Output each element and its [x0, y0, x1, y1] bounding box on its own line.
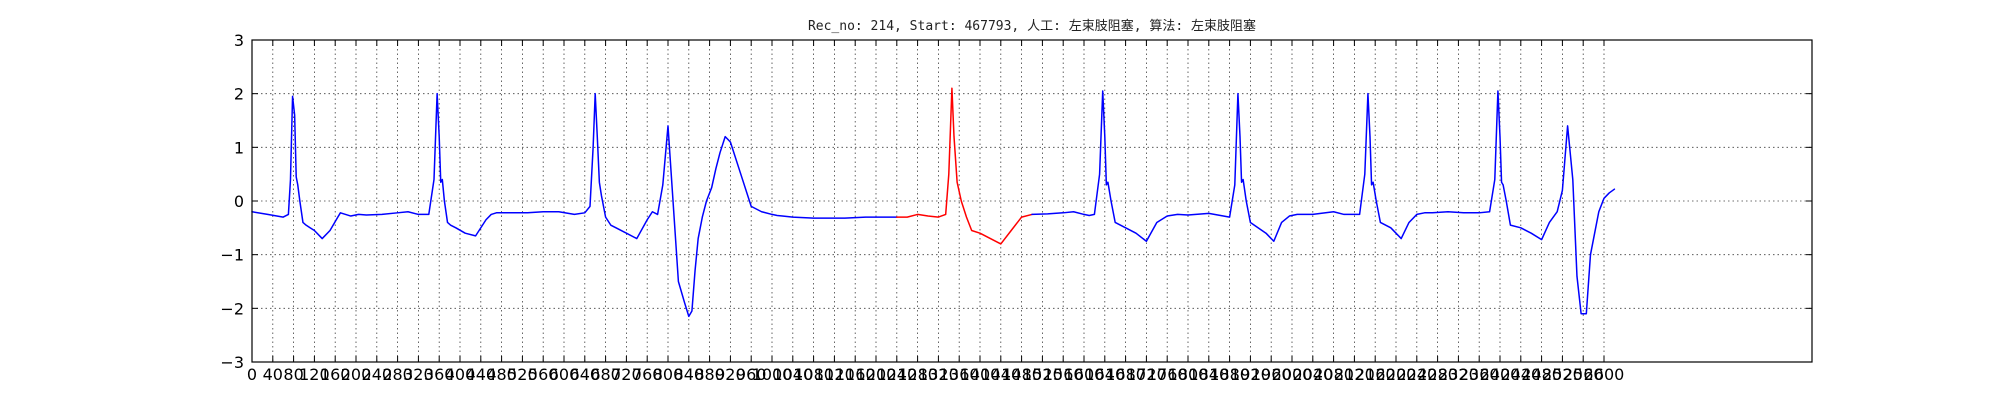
x-tick-label: 1320	[918, 365, 959, 384]
y-tick-label: 0	[234, 192, 244, 211]
x-tick-label: 2360	[1459, 365, 1500, 384]
x-tick-label: 880	[694, 365, 725, 384]
x-tick-label: 2400	[1480, 365, 1521, 384]
x-tick-label: 1880	[1209, 365, 1250, 384]
x-tick-label: 720	[611, 365, 642, 384]
x-tick-label: 2080	[1313, 365, 1354, 384]
x-tick-label: 800	[653, 365, 684, 384]
x-tick-label: 1080	[793, 365, 834, 384]
x-tick-label: 2240	[1396, 365, 1437, 384]
grid-layer	[252, 40, 1812, 362]
x-tick-label: 1920	[1230, 365, 1271, 384]
x-tick-label: 0	[247, 365, 257, 384]
x-tick-label: 960	[736, 365, 767, 384]
x-tick-label: 160	[320, 365, 351, 384]
x-tick-label: 1520	[1022, 365, 1063, 384]
x-tick-label: 1680	[1105, 365, 1146, 384]
x-tick-label: 1360	[939, 365, 980, 384]
x-tick-label: 1040	[772, 365, 813, 384]
x-tick-label: 760	[632, 365, 663, 384]
ecg-series-line-2	[896, 87, 1033, 245]
x-tick-label: 2200	[1376, 365, 1417, 384]
x-tick-label: 2520	[1542, 365, 1583, 384]
x-tick-label: 1480	[1001, 365, 1042, 384]
x-tick-label: 1840	[1188, 365, 1229, 384]
x-tick-label: 1200	[856, 365, 897, 384]
x-tick-label: 640	[570, 365, 601, 384]
x-tick-label: 680	[590, 365, 621, 384]
x-tick-label: 2000	[1272, 365, 1313, 384]
y-tick-label: −2	[220, 299, 244, 318]
x-tick-label: 1560	[1043, 365, 1084, 384]
x-tick-label: 1760	[1147, 365, 1188, 384]
x-tick-label: 2440	[1500, 365, 1541, 384]
x-tick-label: 2040	[1292, 365, 1333, 384]
x-tick-label: 520	[507, 365, 538, 384]
x-tick-label: 1160	[835, 365, 876, 384]
x-tick-label: 2600	[1584, 365, 1625, 384]
y-tick-label: −1	[220, 246, 244, 265]
x-tick-label: 80	[283, 365, 303, 384]
x-tick-label: 480	[486, 365, 517, 384]
x-tick-label: 400	[445, 365, 476, 384]
x-tick-label: 2120	[1334, 365, 1375, 384]
x-tick-label: 2320	[1438, 365, 1479, 384]
x-tick-label: 840	[674, 365, 705, 384]
x-tick-label: 1640	[1084, 365, 1125, 384]
x-tick-label: 560	[528, 365, 559, 384]
y-tick-label: 2	[234, 85, 244, 104]
x-tick-label: 2280	[1417, 365, 1458, 384]
x-tick-label: 440	[466, 365, 497, 384]
ecg-series-line-1	[251, 92, 898, 318]
x-tick-label: 120	[299, 365, 330, 384]
x-tick-label: 1000	[752, 365, 793, 384]
x-tick-label: 280	[382, 365, 413, 384]
x-tick-label: 1120	[814, 365, 855, 384]
y-tick-label: 3	[234, 31, 244, 50]
x-tick-label: 1720	[1126, 365, 1167, 384]
x-tick-label: 200	[341, 365, 372, 384]
x-tick-label: 360	[424, 365, 455, 384]
series-layer	[251, 87, 1616, 318]
y-tick-label: 1	[234, 138, 244, 157]
ecg-series-line-3	[1031, 90, 1616, 315]
x-tick-label: 2480	[1521, 365, 1562, 384]
x-tick-label: 1600	[1064, 365, 1105, 384]
x-tick-label: 1440	[980, 365, 1021, 384]
x-tick-label: 1240	[876, 365, 917, 384]
x-tick-label: 1800	[1168, 365, 1209, 384]
x-tick-label: 1960	[1251, 365, 1292, 384]
x-tick-label: 240	[362, 365, 393, 384]
x-tick-label: 2160	[1355, 365, 1396, 384]
x-tick-label: 600	[549, 365, 580, 384]
x-tick-label: 40	[263, 365, 283, 384]
x-tick-label: 1280	[897, 365, 938, 384]
y-tick-label: −3	[220, 353, 244, 372]
x-tick-label: 1400	[960, 365, 1001, 384]
chart-title: Rec_no: 214, Start: 467793, 人工: 左束肢阻塞, 算…	[808, 18, 1256, 34]
x-tick-label: 320	[403, 365, 434, 384]
x-tick-label: 920	[715, 365, 746, 384]
x-tick-label: 2560	[1563, 365, 1604, 384]
tick-layer: 0 40 8012016020024028032036040044048052056…	[220, 31, 1812, 384]
